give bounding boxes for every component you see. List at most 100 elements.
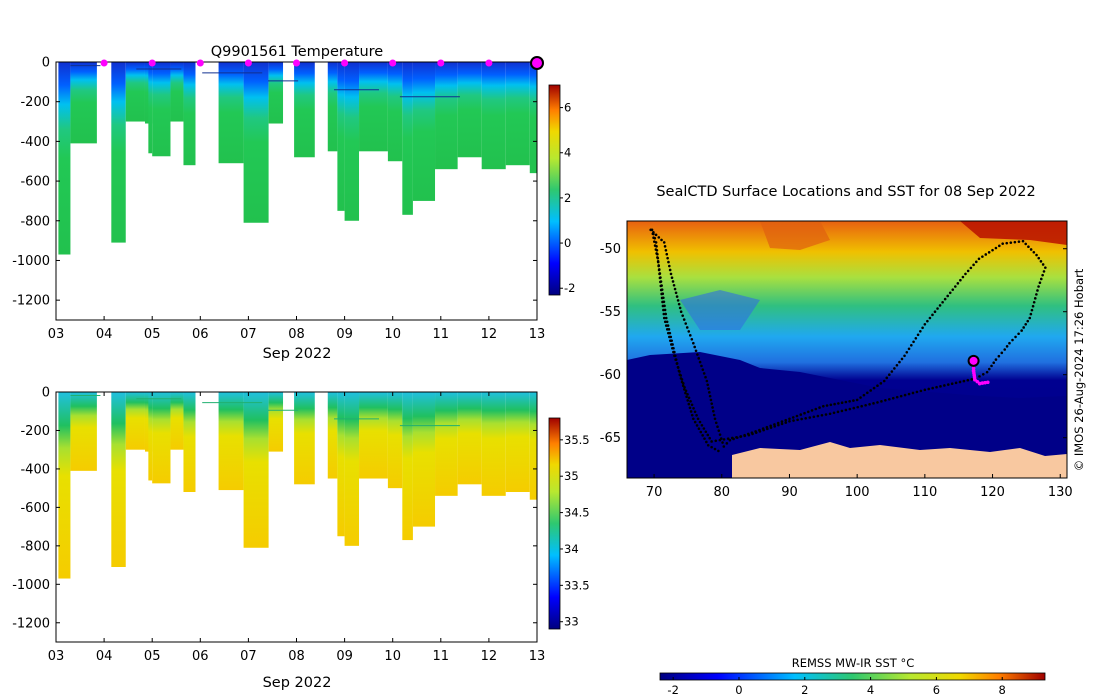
track-point <box>1001 242 1004 245</box>
track-point <box>844 408 848 412</box>
track-point <box>998 244 1001 248</box>
sst-field <box>627 221 1067 478</box>
track-point <box>954 285 957 288</box>
track-point <box>916 333 920 337</box>
colorbar-tick-label: 0 <box>564 236 571 250</box>
track-point <box>1009 241 1013 244</box>
track-point <box>703 437 706 440</box>
track-point <box>946 383 950 386</box>
sst-map-panel: SealCTD Surface Locations and SST for 08… <box>600 184 1086 697</box>
track-point <box>683 388 686 391</box>
track-point <box>726 437 730 440</box>
track-point <box>987 251 991 254</box>
track-point <box>1037 285 1040 288</box>
track-point <box>852 406 856 410</box>
colorbar-tick-label: 4 <box>564 146 571 160</box>
salinity-panel: 0 -200 -400 -600 -800 -1000 -1200 03 04 05 06 07 08… <box>12 386 589 692</box>
y-tick-label: -200 <box>20 95 50 110</box>
track-point <box>869 389 872 392</box>
track-point <box>758 430 762 433</box>
salinity-profiles <box>58 392 537 579</box>
track-point <box>692 406 695 410</box>
track-point <box>668 264 671 268</box>
track-point <box>1005 241 1009 245</box>
x-tick-label: 08 <box>288 649 305 664</box>
track-point <box>866 391 869 395</box>
profile-column <box>344 62 360 221</box>
track-point <box>714 439 718 443</box>
temperature-panel: Q9901561 Temperature 0 -200 -400 -600 -800 -1… <box>12 44 575 362</box>
track-point <box>690 403 694 407</box>
track-point <box>808 416 812 419</box>
track-point <box>900 357 904 361</box>
warm-patch <box>960 221 1067 245</box>
track-point <box>693 345 696 349</box>
y-tick-label: 0 <box>42 56 50 71</box>
profile-column <box>481 62 506 170</box>
track-point <box>702 372 706 375</box>
recent-track-point <box>980 381 985 385</box>
track-point <box>680 380 684 384</box>
profile-column <box>218 62 244 164</box>
track-point <box>936 307 939 310</box>
track-point <box>935 385 938 389</box>
x-tick-label: 03 <box>48 649 65 664</box>
track-point <box>686 392 689 396</box>
track-point <box>751 432 754 436</box>
track-point <box>784 421 788 424</box>
track-point <box>905 350 909 354</box>
y-tick-label: -55 <box>600 305 621 320</box>
track-point <box>687 330 691 333</box>
profile-column <box>457 62 482 158</box>
track-point <box>941 300 944 304</box>
cool-patch <box>680 290 760 330</box>
profile-column <box>70 62 97 144</box>
track-point <box>701 434 704 437</box>
track-point <box>859 396 862 399</box>
track-point <box>1014 335 1017 339</box>
track-point <box>862 393 866 397</box>
colorbar-tick-label: 6 <box>933 683 940 697</box>
track-point <box>910 344 913 347</box>
x-tick-label: 07 <box>240 327 257 342</box>
track-point <box>762 428 765 432</box>
track-point <box>780 422 784 426</box>
track-point <box>880 400 883 403</box>
day-marker <box>196 59 204 67</box>
x-tick-label: 07 <box>240 649 257 664</box>
track-point <box>704 430 708 434</box>
profile-column <box>183 62 196 166</box>
track-point <box>717 429 721 432</box>
track-point <box>1035 253 1038 257</box>
track-point <box>663 308 667 312</box>
salinity-y-axis: 0 -200 -400 -600 -800 -1000 -1200 <box>12 386 537 631</box>
track-point <box>888 373 891 376</box>
x-tick-label: 09 <box>336 327 353 342</box>
colorbar-tick-label: 33 <box>564 615 579 629</box>
profile-column <box>402 392 413 541</box>
track-point <box>718 438 722 442</box>
colorbar-tick-label: 2 <box>564 191 571 205</box>
track-point <box>876 401 879 404</box>
sea-ice-zone <box>627 352 1067 478</box>
track-point <box>921 326 924 330</box>
track-point <box>994 246 998 250</box>
track-point <box>679 310 683 314</box>
profile-column <box>327 62 338 152</box>
track-point <box>933 310 937 314</box>
track-point <box>885 376 889 380</box>
track-point <box>959 278 962 282</box>
track-point <box>678 306 682 310</box>
track-point <box>992 361 996 365</box>
track-point <box>659 280 663 283</box>
track-point <box>1030 308 1034 312</box>
track-point <box>684 322 688 325</box>
track-point <box>1020 329 1023 332</box>
track-point <box>701 368 705 371</box>
track-point <box>728 438 732 442</box>
track-point <box>681 314 684 317</box>
track-point <box>919 330 922 333</box>
track-point <box>666 324 670 327</box>
profile-column <box>183 392 196 492</box>
track-point <box>836 410 840 414</box>
